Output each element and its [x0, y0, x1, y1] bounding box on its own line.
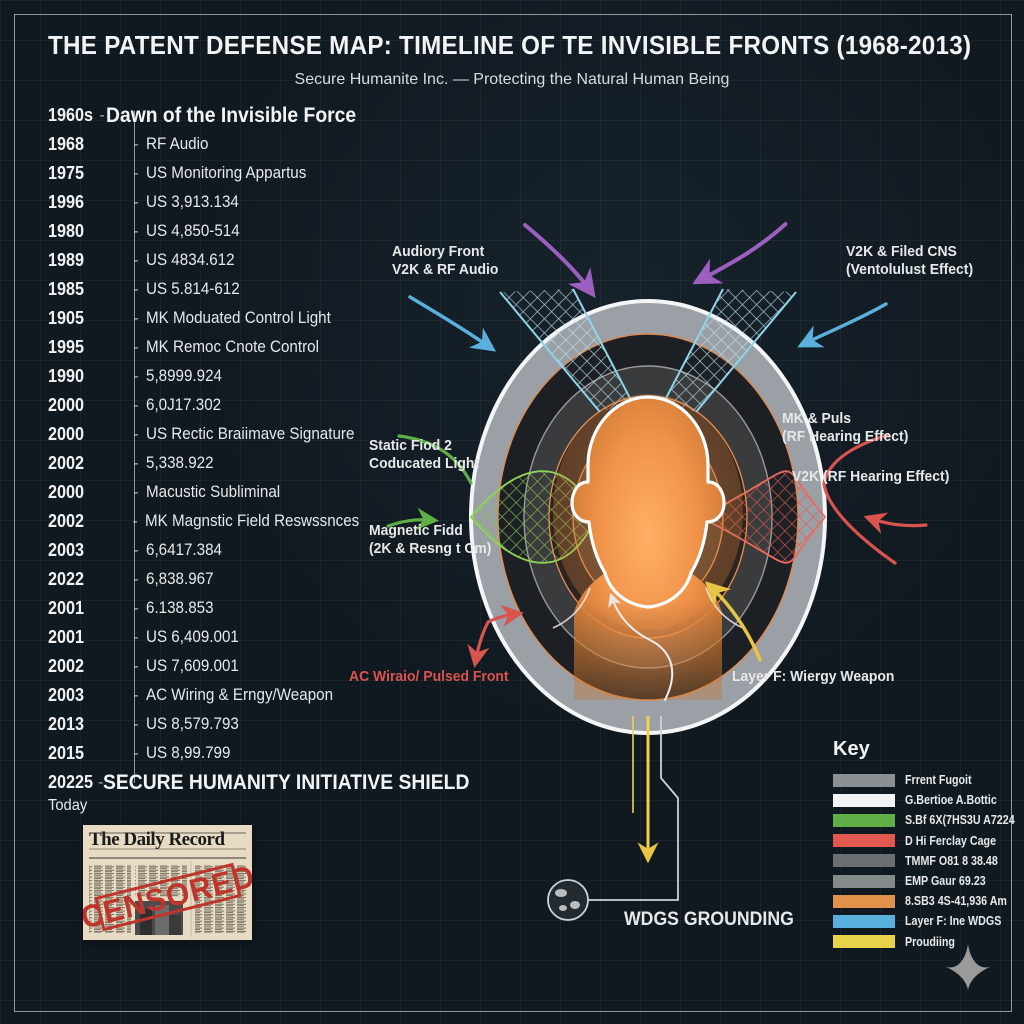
svg-text:The Daily Record: The Daily Record — [89, 829, 225, 850]
